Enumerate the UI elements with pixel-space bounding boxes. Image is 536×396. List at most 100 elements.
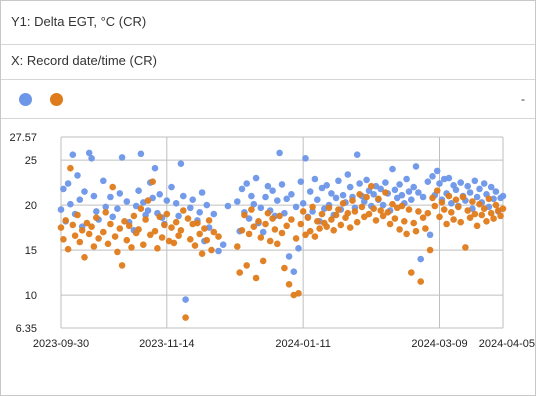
data-point-series-1: [262, 193, 269, 201]
data-point-series-1: [151, 164, 159, 172]
data-point-series-1: [189, 196, 196, 203]
data-point-series-2: [182, 314, 189, 321]
data-point-series-2: [436, 213, 443, 221]
data-point-series-1: [100, 177, 107, 185]
data-point-series-1: [419, 193, 427, 201]
data-point-series-1: [238, 185, 246, 193]
data-point-series-1: [187, 204, 194, 212]
data-point-series-2: [175, 232, 182, 239]
data-point-series-2: [462, 244, 469, 251]
data-point-series-2: [314, 218, 321, 225]
data-point-series-2: [363, 193, 370, 201]
data-point-series-2: [485, 195, 493, 203]
data-point-series-1: [252, 174, 260, 182]
data-point-series-2: [111, 233, 119, 240]
data-point-series-1: [480, 180, 488, 187]
data-point-series-2: [323, 223, 331, 230]
data-point-series-1: [215, 247, 222, 255]
x-tick-label: 2023-11-14: [139, 338, 194, 350]
y-axis-field-row[interactable]: Y1: Delta EGT, °C (CR): [1, 1, 535, 45]
data-point-series-2: [455, 203, 462, 211]
data-point-series-2: [304, 214, 312, 221]
data-point-series-1: [180, 192, 187, 200]
data-point-series-1: [436, 180, 443, 187]
data-point-series-2: [429, 194, 436, 202]
data-point-series-2: [121, 218, 128, 225]
data-point-series-1: [60, 185, 67, 193]
data-point-series-1: [356, 180, 363, 187]
data-point-series-2: [243, 262, 250, 269]
data-point-series-1: [476, 185, 483, 193]
data-point-series-2: [372, 217, 380, 224]
data-point-series-2: [74, 211, 81, 219]
data-point-series-1: [257, 204, 265, 212]
data-point-series-2: [201, 225, 208, 232]
x-axis-field-row[interactable]: X: Record date/time (CR): [1, 45, 535, 80]
data-point-series-2: [325, 204, 333, 212]
data-point-series-2: [464, 207, 472, 214]
data-point-series-1: [487, 183, 495, 191]
data-point-series-2: [335, 206, 342, 213]
data-point-series-1: [102, 203, 109, 211]
data-point-series-1: [290, 268, 298, 275]
data-point-series-2: [459, 193, 467, 201]
data-point-series-2: [391, 215, 399, 222]
data-point-series-1: [464, 182, 472, 190]
data-point-series-2: [476, 200, 483, 208]
data-point-series-2: [88, 223, 95, 230]
data-point-series-2: [356, 191, 363, 198]
legend-marker-blue[interactable]: [19, 93, 32, 106]
data-point-series-1: [175, 212, 182, 220]
data-point-series-2: [238, 227, 246, 234]
data-point-series-2: [332, 211, 340, 219]
data-point-series-1: [335, 177, 342, 185]
data-point-series-1: [172, 200, 180, 207]
data-point-series-2: [431, 202, 439, 210]
data-point-series-1: [114, 205, 121, 212]
data-point-series-2: [161, 221, 168, 229]
data-point-series-2: [144, 197, 152, 204]
data-point-series-1: [274, 197, 281, 204]
data-point-series-2: [415, 208, 422, 215]
data-point-series-2: [339, 200, 347, 207]
data-point-series-2: [158, 234, 166, 241]
data-point-series-1: [118, 154, 126, 161]
data-point-series-1: [445, 174, 453, 182]
data-point-series-1: [144, 207, 152, 214]
data-point-series-1: [250, 200, 258, 208]
data-point-series-2: [405, 206, 413, 213]
data-point-series-2: [292, 235, 300, 242]
data-point-series-1: [135, 187, 142, 194]
data-point-series-2: [344, 209, 352, 217]
data-point-series-1: [57, 206, 65, 213]
data-point-series-2: [438, 199, 446, 206]
data-point-series-2: [180, 207, 187, 214]
data-point-series-2: [299, 208, 307, 215]
data-point-series-1: [198, 189, 206, 196]
data-point-series-2: [140, 241, 147, 248]
data-point-series-1: [417, 255, 425, 263]
legend-marker-orange[interactable]: [50, 93, 63, 106]
data-point-series-1: [123, 198, 131, 205]
data-point-series-2: [234, 243, 241, 250]
data-point-series-1: [332, 194, 340, 202]
data-point-series-2: [187, 236, 194, 243]
data-point-series-2: [295, 290, 302, 297]
data-point-series-2: [445, 192, 453, 200]
x-tick-label: 2024-03-09: [411, 338, 467, 350]
data-point-series-1: [269, 187, 276, 194]
data-point-series-1: [490, 195, 497, 203]
data-point-series-2: [266, 237, 274, 245]
data-point-series-2: [497, 212, 504, 220]
data-point-series-1: [196, 209, 203, 216]
data-point-series-1: [288, 191, 295, 198]
data-point-series-1: [81, 188, 88, 195]
data-point-series-2: [100, 228, 107, 236]
data-point-series-1: [499, 192, 507, 200]
data-point-series-2: [377, 207, 385, 214]
data-point-series-2: [137, 205, 145, 212]
data-point-series-1: [163, 197, 171, 204]
data-point-series-1: [353, 151, 361, 158]
data-point-series-2: [255, 218, 262, 225]
data-point-series-1: [210, 210, 218, 218]
